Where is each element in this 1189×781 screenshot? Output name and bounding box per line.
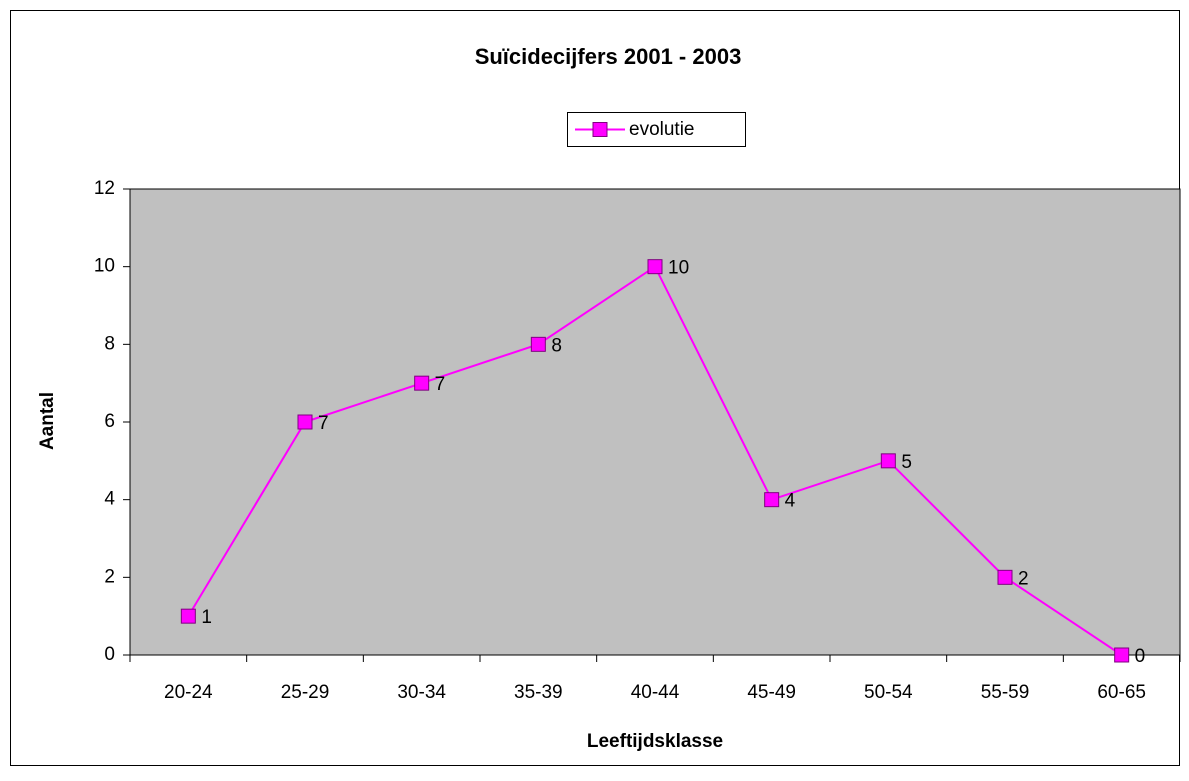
legend-label: evolutie: [629, 119, 695, 140]
legend-marker: [592, 122, 608, 137]
x-tick-label: 55-59: [981, 682, 1030, 703]
data-point: [880, 453, 896, 469]
data-label: 10: [668, 258, 689, 279]
data-label: 0: [1135, 646, 1146, 667]
y-axis-label: Aantal: [37, 392, 58, 450]
data-point: [530, 336, 546, 352]
x-tick-label: 50-54: [864, 682, 913, 703]
chart-title: Suïcidecijfers 2001 - 2003: [475, 44, 742, 69]
y-tick-label: 10: [94, 256, 115, 277]
data-point: [997, 569, 1013, 585]
data-point: [764, 492, 780, 508]
x-axis-label: Leeftijdsklasse: [587, 731, 723, 752]
y-tick-label: 0: [104, 644, 115, 665]
data-label: 4: [785, 491, 796, 512]
data-point: [180, 608, 196, 624]
y-tick-label: 12: [94, 178, 115, 199]
data-label: 7: [318, 413, 329, 434]
data-point: [647, 259, 663, 275]
x-tick-label: 20-24: [164, 682, 213, 703]
data-label: 1: [201, 607, 212, 628]
x-tick-label: 35-39: [514, 682, 563, 703]
x-tick-label: 45-49: [747, 682, 796, 703]
x-tick-label: 30-34: [397, 682, 446, 703]
x-tick-label: 40-44: [631, 682, 680, 703]
y-tick-label: 8: [104, 333, 115, 354]
data-point: [414, 375, 430, 391]
data-label: 8: [551, 335, 562, 356]
data-label: 2: [1018, 568, 1029, 589]
data-point: [1114, 647, 1130, 663]
y-tick-label: 2: [104, 566, 115, 587]
y-tick-label: 6: [104, 411, 115, 432]
x-tick-label: 60-65: [1097, 682, 1146, 703]
data-label: 5: [901, 452, 912, 473]
x-tick-label: 25-29: [281, 682, 330, 703]
data-label: 7: [435, 374, 446, 395]
data-point: [297, 414, 313, 430]
y-tick-label: 4: [104, 489, 115, 510]
